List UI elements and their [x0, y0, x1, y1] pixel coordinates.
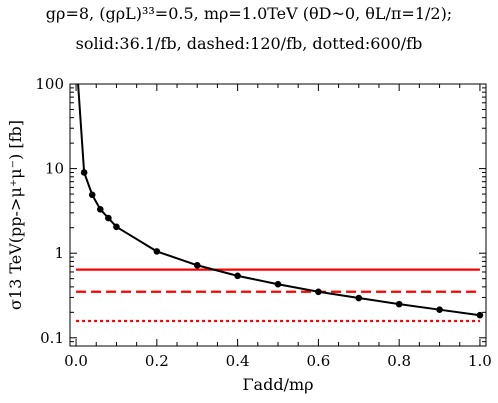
- chart-title-line-1: gρ=8, (gρL)³³=0.5, mρ=1.0TeV (θD~0, θL/π…: [45, 4, 453, 23]
- x-tick-label: 0.0: [64, 352, 88, 370]
- data-point: [476, 311, 484, 319]
- y-tick-label: 100: [35, 75, 64, 93]
- data-point: [113, 223, 120, 231]
- data-point: [355, 294, 363, 302]
- data-point: [88, 191, 96, 199]
- x-tick-label: 1.0: [468, 352, 492, 370]
- x-axis-label: Γadd/mρ: [242, 375, 313, 394]
- data-point: [436, 306, 443, 313]
- data-point: [234, 272, 241, 280]
- data-point: [80, 169, 88, 176]
- axis-ticks: [70, 83, 486, 347]
- limit-lines: [76, 268, 480, 323]
- data-point: [395, 300, 403, 308]
- y-tick-label: 1: [54, 244, 64, 262]
- x-tick-label: 0.6: [306, 352, 330, 370]
- x-tick-label: 0.2: [145, 352, 169, 370]
- data-point: [96, 206, 104, 213]
- data-point: [105, 214, 112, 222]
- chart-title-line-2: solid:36.1/fb, dashed:120/fb, dotted:600…: [75, 34, 423, 53]
- y-tick-label: 10: [45, 160, 64, 178]
- axis-tick-labels: 0.0 0.2 0.4 0.6 0.8 1.0 0.1 1 10 100: [35, 75, 492, 370]
- y-tick-label: 0.1: [40, 329, 64, 347]
- data-point: [274, 280, 282, 288]
- data-point: [153, 248, 161, 255]
- data-point: [193, 261, 201, 269]
- y-axis-label: σ13 TeV(pp->μ⁺μ⁻) [fb]: [6, 120, 25, 310]
- cross-section-series: [77, 83, 484, 319]
- x-tick-label: 0.4: [226, 352, 250, 370]
- x-tick-label: 0.8: [387, 352, 411, 370]
- series-line: [77, 83, 481, 317]
- data-point: [315, 288, 322, 296]
